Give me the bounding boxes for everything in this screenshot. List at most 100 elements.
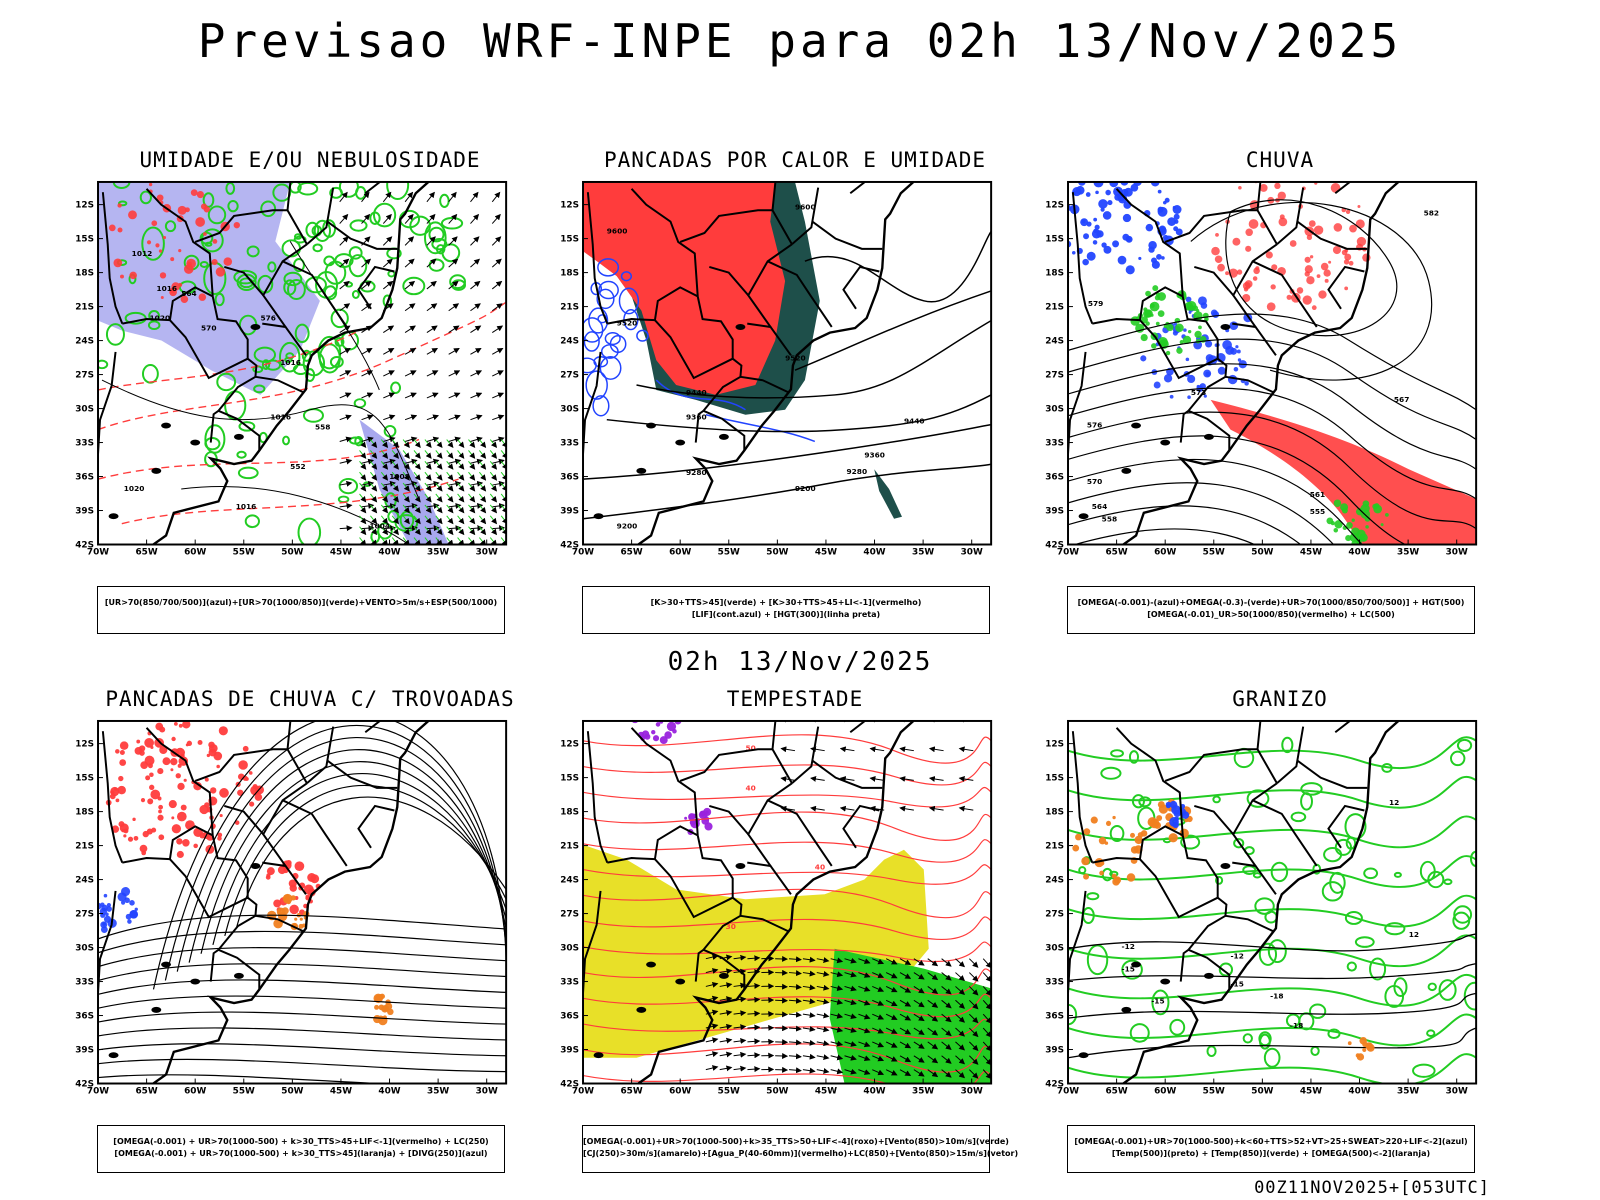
wind-vector [941, 958, 952, 967]
strong-wind-vector [478, 471, 487, 481]
wind-vector [941, 1055, 952, 1064]
contour-label: -15 [1122, 965, 1135, 974]
ascending-motion [1205, 340, 1213, 348]
wind-vector [361, 458, 375, 465]
temperature-850-contour [1068, 775, 1477, 809]
thunderstorm-area [147, 798, 154, 805]
panel-title: UMIDADE E/OU NEBULOSIDADE [139, 148, 481, 172]
strong-wind-vector [380, 526, 389, 536]
border-line [168, 286, 249, 380]
strong-wind-vector [402, 471, 410, 481]
wind-vector [426, 236, 436, 246]
wind-vector [492, 392, 505, 399]
rain-area [1245, 245, 1252, 252]
strong-wind-vector [500, 439, 507, 449]
lat-label: 27S [1045, 371, 1064, 381]
rain-cell [162, 235, 167, 240]
strong-wind-vector [489, 493, 498, 503]
thunderstorm-area [208, 741, 215, 749]
legend-line: [OMEGA(-0.001) + UR>70(1000-500) + k>30_… [113, 1137, 489, 1146]
panel-trovoadas: PANCADAS DE CHUVA C/ TROVOADAS 12S 15S 18S… [60, 687, 560, 1173]
water-contour [583, 916, 992, 941]
coastline [98, 720, 430, 1084]
wind-vector [383, 436, 396, 443]
strong-wind-vector [457, 526, 465, 536]
strong-wind-vector [435, 439, 443, 449]
contour [597, 258, 620, 277]
contour [246, 245, 260, 258]
ascending-motion [1185, 357, 1190, 362]
strong-wind-vector [413, 439, 421, 449]
strong-wind-vector [370, 471, 378, 481]
contour [317, 335, 342, 370]
strong-ascending-motion [1194, 330, 1202, 339]
strong-wind-vector [413, 471, 421, 481]
streamline [98, 1043, 507, 1057]
border-line [740, 914, 790, 933]
wind-vector [426, 325, 438, 333]
wind-vector [941, 999, 952, 1009]
lat-label: 21S [560, 842, 579, 852]
contour [227, 199, 239, 213]
strong-wind-vector [413, 526, 421, 536]
thunderstorm-area [158, 834, 165, 841]
rain-area [1278, 217, 1288, 227]
strong-wind-vector [391, 460, 399, 470]
lat-label: 24S [75, 876, 94, 886]
contour [278, 341, 301, 373]
wind-vector [839, 746, 855, 753]
border-line [1327, 265, 1365, 310]
temperature-500-contour [1068, 963, 1477, 982]
wind-vector [361, 436, 374, 443]
strong-wind-vector [468, 515, 476, 525]
rain-cell [169, 288, 177, 297]
wind-vector [491, 280, 503, 290]
contour [1151, 989, 1170, 1016]
border-line [607, 318, 655, 325]
border-line [1164, 209, 1258, 243]
thunderstorm-area [171, 736, 176, 742]
rain-area [1232, 237, 1241, 246]
convection-area [387, 1008, 394, 1016]
lon-label: 70W [572, 547, 594, 557]
contour [1218, 962, 1234, 977]
wind-vector [830, 1012, 844, 1019]
thunderstorm-area [168, 800, 177, 809]
map-frame [97, 180, 508, 546]
lake [735, 324, 746, 330]
rain-area [1308, 220, 1316, 227]
contour [214, 292, 225, 307]
rain-cell [190, 189, 198, 197]
rain-area [1244, 280, 1253, 288]
wind-vector [426, 258, 437, 268]
rain-area [1243, 287, 1249, 292]
contour [297, 517, 322, 545]
contour [305, 221, 320, 239]
rain-area [1215, 232, 1219, 237]
strong-wind-vector [478, 482, 487, 492]
thunderstorm-area [149, 772, 154, 778]
ascending-motion [1082, 258, 1089, 266]
contour [1131, 794, 1145, 809]
strong-omega-area [1359, 1036, 1367, 1045]
strong-wind-vector [370, 482, 378, 492]
streamline [212, 773, 507, 945]
border-line [282, 799, 348, 867]
wind-vector [404, 347, 417, 355]
wind-vector [733, 1010, 747, 1017]
strong-wind-vector [435, 482, 443, 492]
wind-vector [470, 258, 481, 268]
rain-area [1302, 295, 1312, 305]
wind-vector [382, 280, 394, 290]
rain-cell [155, 243, 160, 248]
ascending-motion [1157, 189, 1162, 194]
wind-vector [830, 1026, 844, 1033]
thunderstorm-area [216, 764, 220, 769]
wind-vector [404, 236, 415, 246]
wind-vector [899, 999, 912, 1007]
rain-cell [113, 258, 123, 268]
wind-vector [491, 191, 501, 203]
temperature-500-contour [1068, 933, 1477, 952]
contour [604, 331, 621, 346]
